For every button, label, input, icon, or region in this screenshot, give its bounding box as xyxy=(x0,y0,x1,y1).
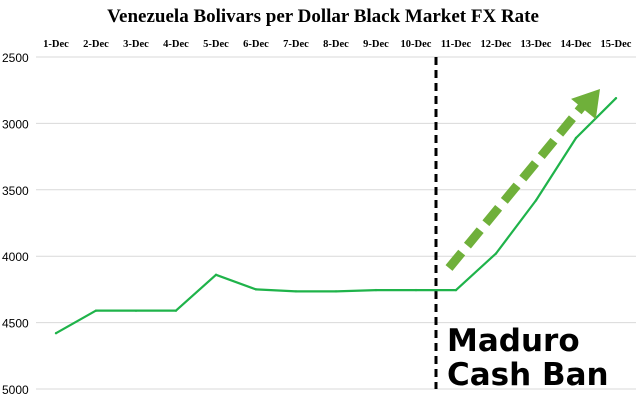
trend-arrow-shaft xyxy=(445,100,589,271)
x-category-label: 2-Dec xyxy=(83,39,109,50)
x-category-label: 11-Dec xyxy=(441,39,472,50)
x-category-label: 3-Dec xyxy=(123,39,149,50)
data-point xyxy=(54,332,58,335)
data-point xyxy=(214,273,218,276)
y-tick-label: 5000 xyxy=(2,383,29,397)
x-category-label: 1-Dec xyxy=(43,39,69,50)
x-category-label: 14-Dec xyxy=(561,39,592,50)
data-point xyxy=(254,288,258,291)
y-tick-label: 3000 xyxy=(2,117,29,131)
x-axis-categories: 1-Dec 2-Dec 3-Dec 4-Dec 5-Dec 6-Dec 7-Dec 8-Dec… xyxy=(43,39,632,50)
data-point xyxy=(494,252,498,255)
trend-arrow-layer xyxy=(445,89,600,271)
annotation-line-2: Cash Ban xyxy=(447,357,609,393)
data-point xyxy=(134,309,138,312)
x-category-label: 7-Dec xyxy=(283,39,309,50)
annotation-layer: Maduro Cash Ban xyxy=(447,323,609,393)
data-point xyxy=(414,288,418,292)
chart-title: Venezuela Bolivars per Dollar Black Mark… xyxy=(107,6,539,27)
trend-arrow-head xyxy=(571,89,600,120)
x-category-label: 15-Dec xyxy=(601,39,632,50)
x-category-label: 9-Dec xyxy=(363,39,389,50)
data-point xyxy=(294,290,298,293)
y-tick-label: 4000 xyxy=(2,250,29,264)
data-point xyxy=(574,136,578,140)
y-tick-label: 3500 xyxy=(2,184,29,198)
x-category-label: 10-Dec xyxy=(401,39,432,50)
y-tick-label: 4500 xyxy=(2,317,29,331)
y-axis-ticks: 2500 3000 3500 4000 4500 5000 xyxy=(2,51,29,397)
x-category-label: 8-Dec xyxy=(323,39,349,50)
y-tick-label: 2500 xyxy=(2,51,29,65)
data-point xyxy=(454,288,458,292)
series-layer xyxy=(54,96,618,335)
data-point xyxy=(94,309,98,312)
data-point xyxy=(534,199,538,202)
x-category-label: 12-Dec xyxy=(481,39,512,50)
data-point xyxy=(334,290,338,293)
x-category-label: 13-Dec xyxy=(521,39,552,50)
gridlines xyxy=(36,56,636,390)
x-category-label: 4-Dec xyxy=(163,39,189,50)
data-point xyxy=(174,309,178,312)
annotation-line-1: Maduro xyxy=(447,323,580,359)
x-category-label: 5-Dec xyxy=(203,39,229,50)
data-point xyxy=(614,96,618,100)
x-category-label: 6-Dec xyxy=(243,39,269,50)
data-point xyxy=(374,288,378,292)
series-line xyxy=(55,97,617,335)
